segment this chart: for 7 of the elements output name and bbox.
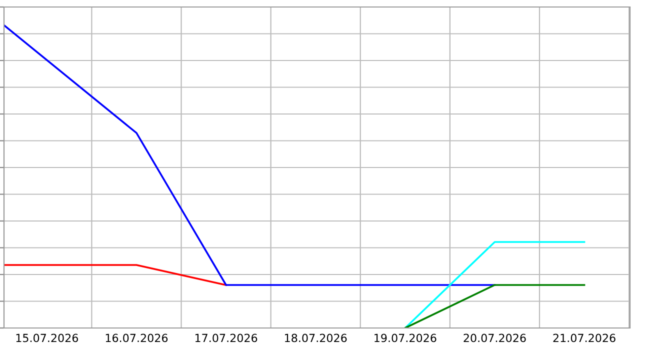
x-tick-label: 21.07.2026 bbox=[553, 334, 616, 342]
x-tick-label: 15.07.2026 bbox=[16, 334, 78, 342]
x-tick-label: 18.07.2026 bbox=[285, 334, 347, 342]
x-tick-label: 19.07.2026 bbox=[374, 334, 436, 342]
x-tick-label: 17.07.2026 bbox=[195, 334, 258, 342]
x-tick-label: 16.07.2026 bbox=[106, 334, 168, 342]
x-tick-label: 20.07.2026 bbox=[464, 334, 526, 342]
